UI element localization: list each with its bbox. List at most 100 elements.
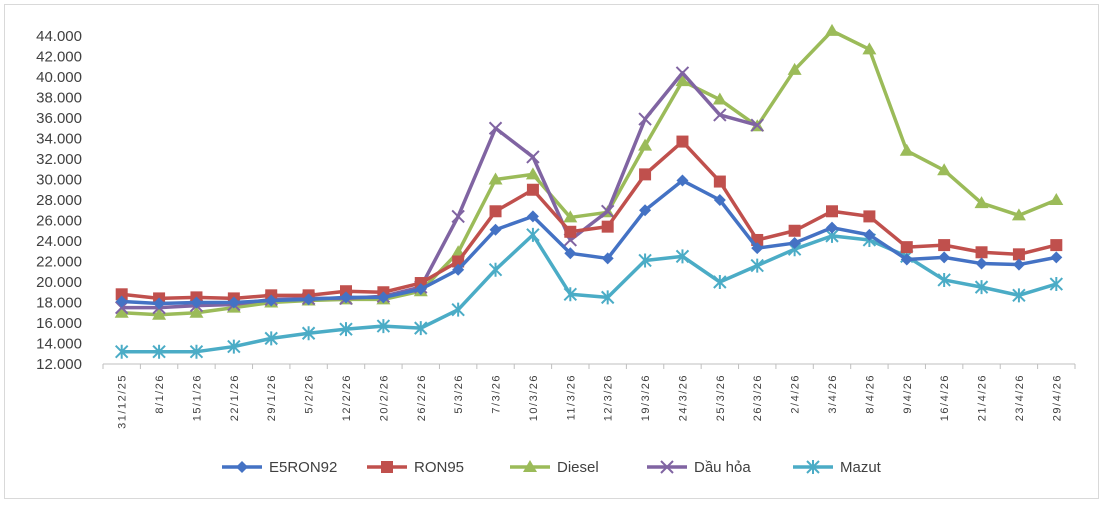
data-point [264,331,278,346]
series-ron95 [115,135,1063,305]
data-point [639,168,652,181]
data-point [826,221,838,234]
legend-label: RON95 [414,459,464,476]
legend-label: Dầu hỏa [694,459,751,476]
data-point [563,210,578,223]
data-point [788,237,801,250]
data-point [564,225,577,238]
data-point [489,223,502,236]
data-point [974,280,989,295]
data-point [900,241,913,254]
x-tick-label: 24/3/26 [677,374,689,421]
data-point [675,74,690,87]
data-point [660,460,674,474]
data-point [1012,248,1025,261]
data-point [1012,288,1026,303]
data-point [376,319,391,334]
data-point [806,460,820,474]
data-point [900,253,913,266]
series-e5ron92 [115,174,1063,310]
x-tick-label: 9/4/26 [902,374,914,414]
data-point [937,272,951,287]
x-tick-label: 5/3/26 [453,374,465,414]
data-point [525,167,540,180]
x-tick-label: 15/1/26 [191,374,203,421]
y-tick-label: 36.000 [36,110,82,127]
data-point [975,257,988,270]
data-point [227,339,241,354]
data-point [751,242,764,255]
data-point [488,121,503,135]
data-point [190,296,203,309]
x-tick-label: 12/3/26 [603,374,615,421]
data-point [825,23,839,36]
data-point [489,205,502,218]
legend: E5RON92 RON95 Diesel Dầu hỏa Mazut [222,459,882,476]
data-point [639,204,652,217]
x-tick-label: 19/3/26 [640,374,652,421]
y-tick-label: 34.000 [36,131,82,148]
data-point [938,239,951,252]
y-tick-label: 18.000 [36,295,82,312]
legend-label: E5RON92 [269,459,337,476]
x-tick-label: 8/4/26 [864,374,876,414]
data-point [787,62,802,75]
x-tick-label: 29/1/26 [266,374,278,421]
data-point [899,143,914,156]
data-point [1012,258,1025,271]
y-tick-label: 16.000 [36,315,82,332]
legend-item: Diesel [510,459,599,476]
data-point [563,287,578,302]
data-point [153,297,166,310]
data-point [638,253,652,268]
data-point [526,150,540,164]
y-tick-label: 30.000 [36,172,82,189]
y-tick-label: 12.000 [36,356,82,373]
x-tick-label: 31/12/25 [117,374,129,429]
data-point [601,252,614,265]
x-tick-label: 16/4/26 [939,374,951,421]
y-tick-label: 38.000 [36,90,82,107]
y-tick-label: 28.000 [36,192,82,209]
data-point [1049,277,1064,292]
data-point [937,163,952,176]
legend-item: E5RON92 [222,459,337,476]
data-point [600,204,615,218]
x-tick-label: 20/2/26 [378,374,390,421]
x-tick-label: 21/4/26 [977,374,989,421]
y-tick-label: 20.000 [36,274,82,291]
data-point [488,262,503,277]
data-point [788,224,801,237]
data-point [414,321,428,336]
data-point [600,290,615,305]
data-point [713,194,726,206]
data-point [638,112,652,126]
data-point [713,108,727,122]
x-tick-label: 3/4/26 [827,374,839,414]
x-tick-label: 11/3/26 [565,374,577,420]
x-tick-label: 22/1/26 [229,374,241,421]
data-point [564,247,577,260]
data-point [750,118,764,132]
legend-item: Dầu hỏa [647,459,751,476]
legend-item: RON95 [367,459,464,476]
data-point [526,183,539,196]
series-line [121,178,1057,306]
data-point [1050,251,1063,264]
data-point [826,205,838,218]
y-tick-label: 22.000 [36,254,82,271]
data-point [713,175,726,188]
x-tick-label: 12/2/26 [341,374,353,421]
data-point [189,305,204,318]
data-point [526,227,540,242]
data-point [676,135,689,148]
x-tick-label: 29/4/26 [1051,374,1063,421]
x-tick-label: 10/3/26 [528,374,540,421]
data-point [712,92,727,105]
data-point [301,326,316,341]
x-tick-label: 26/2/26 [416,374,428,421]
data-point [675,66,690,80]
data-point [152,344,166,359]
y-tick-label: 42.000 [36,49,82,66]
x-tick-label: 26/3/26 [752,374,764,421]
